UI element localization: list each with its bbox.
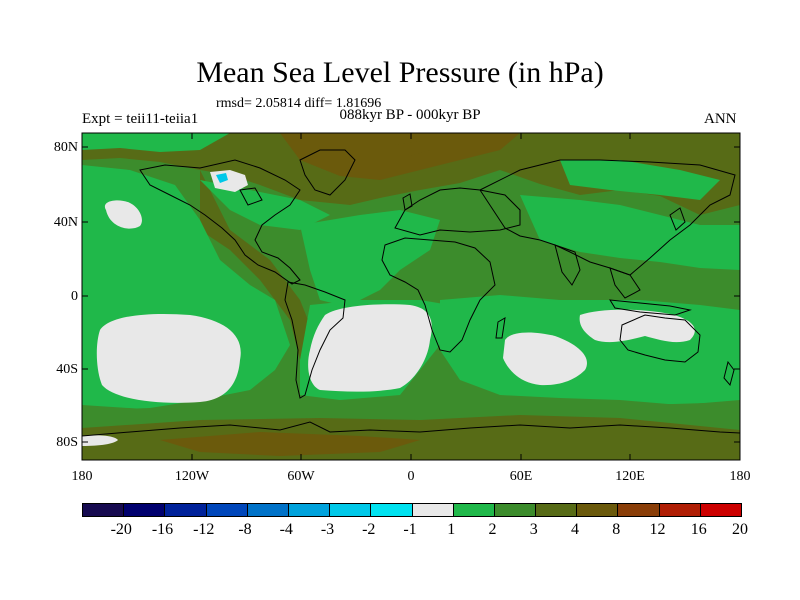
lon-tick-60e: 60E: [509, 469, 533, 484]
south-pacific-white: [96, 313, 241, 403]
lon-tick-180-right: 180: [729, 469, 751, 484]
legend-swatch: [247, 504, 289, 516]
legend-swatch: [371, 504, 413, 516]
legend-label: -3: [320, 521, 335, 538]
antarctic-white: [82, 435, 118, 446]
southeast-asia-coast: [609, 267, 641, 299]
legend-label: 3: [529, 521, 538, 538]
lat-tick-40s: 40S: [56, 362, 78, 377]
season-label: ANN: [704, 111, 737, 127]
atlantic-low: [300, 210, 440, 305]
legend-label: 2: [488, 521, 497, 538]
south-america-coast: [284, 281, 346, 399]
arctic-peak: [280, 133, 520, 180]
legend-label: 4: [571, 521, 579, 538]
legend-label: -8: [238, 521, 252, 538]
legend-swatch: [83, 504, 125, 516]
lat-tick-80n: 80N: [53, 140, 78, 155]
legend-label: -1: [403, 521, 417, 538]
color-legend-bar: [82, 503, 742, 517]
legend-swatch: [206, 504, 248, 516]
north-pacific-white: [104, 200, 142, 229]
coastlines: [82, 149, 740, 437]
experiment-label: Expt = teii11-teiia1: [82, 111, 199, 127]
north-brown-region: [82, 133, 740, 215]
plot-title: Mean Sea Level Pressure (in hPa): [196, 56, 604, 89]
legend-swatch: [700, 504, 741, 516]
north-america-low: [200, 180, 330, 230]
legend-swatch: [453, 504, 495, 516]
south-atlantic-white: [308, 304, 432, 392]
lon-tick-0: 0: [407, 469, 415, 484]
legend-swatch: [618, 504, 660, 516]
legend-label: 8: [612, 521, 621, 538]
indian-ocean-white: [503, 332, 587, 386]
legend-label: 1: [447, 521, 456, 538]
indian-ocean-low: [440, 295, 740, 405]
asia-coast: [479, 159, 736, 276]
legend-swatch: [536, 504, 578, 516]
lon-tick-120w: 120W: [174, 469, 210, 484]
lat-tick-0: 0: [71, 289, 78, 304]
india-coast: [554, 244, 581, 286]
legend-label: 12: [649, 521, 666, 538]
legend-swatch: [165, 504, 207, 516]
axis-ticks: [82, 133, 740, 460]
legend-label: -20: [110, 521, 132, 538]
europe-coast: [394, 187, 521, 236]
legend-label: -4: [279, 521, 293, 538]
field-layer: [82, 133, 740, 460]
north-brown-region-2: [200, 170, 320, 360]
greenland-cyan: [216, 173, 228, 183]
legend-label: 20: [732, 521, 748, 538]
asia-low: [520, 195, 740, 270]
legend-label: -2: [362, 521, 376, 538]
africa-coast: [381, 237, 496, 353]
japan-coast: [669, 207, 686, 231]
legend-swatch: [494, 504, 537, 516]
period-label: 088kyr BP - 000kyr BP: [339, 107, 481, 123]
antarctica-coast: [82, 421, 740, 437]
stats-line: rmsd= 2.05814 diff= 1.81696: [216, 96, 382, 111]
north-america-coast: [139, 159, 301, 285]
madagascar-coast: [495, 317, 506, 339]
greenland-peak: [395, 141, 430, 156]
legend-swatch: [288, 504, 331, 516]
lon-tick-180-left: 180: [71, 469, 93, 484]
indonesia-coast: [609, 299, 692, 316]
legend-swatch: [577, 504, 619, 516]
lon-tick-60w: 60W: [287, 469, 315, 484]
lat-tick-40n: 40N: [53, 215, 78, 230]
antarctic-peak: [160, 432, 420, 456]
greenland-coast: [299, 149, 356, 196]
australia-coast: [619, 314, 701, 363]
legend-swatch: [124, 504, 166, 516]
legend-label: -16: [151, 521, 174, 538]
legend-label: -12: [193, 521, 215, 538]
lon-tick-120e: 120E: [615, 469, 645, 484]
hudson-coast: [239, 187, 263, 206]
legend-swatch: [412, 504, 454, 516]
eurasia-low: [560, 160, 720, 200]
uk-coast: [402, 193, 413, 211]
legend-label: 16: [690, 521, 707, 538]
antarctic-brown: [82, 415, 740, 460]
legend-swatch: [659, 504, 701, 516]
new-zealand-coast: [723, 360, 735, 387]
legend-swatch: [330, 504, 372, 516]
arctic-low: [82, 133, 230, 152]
lat-tick-80s: 80S: [56, 435, 78, 450]
